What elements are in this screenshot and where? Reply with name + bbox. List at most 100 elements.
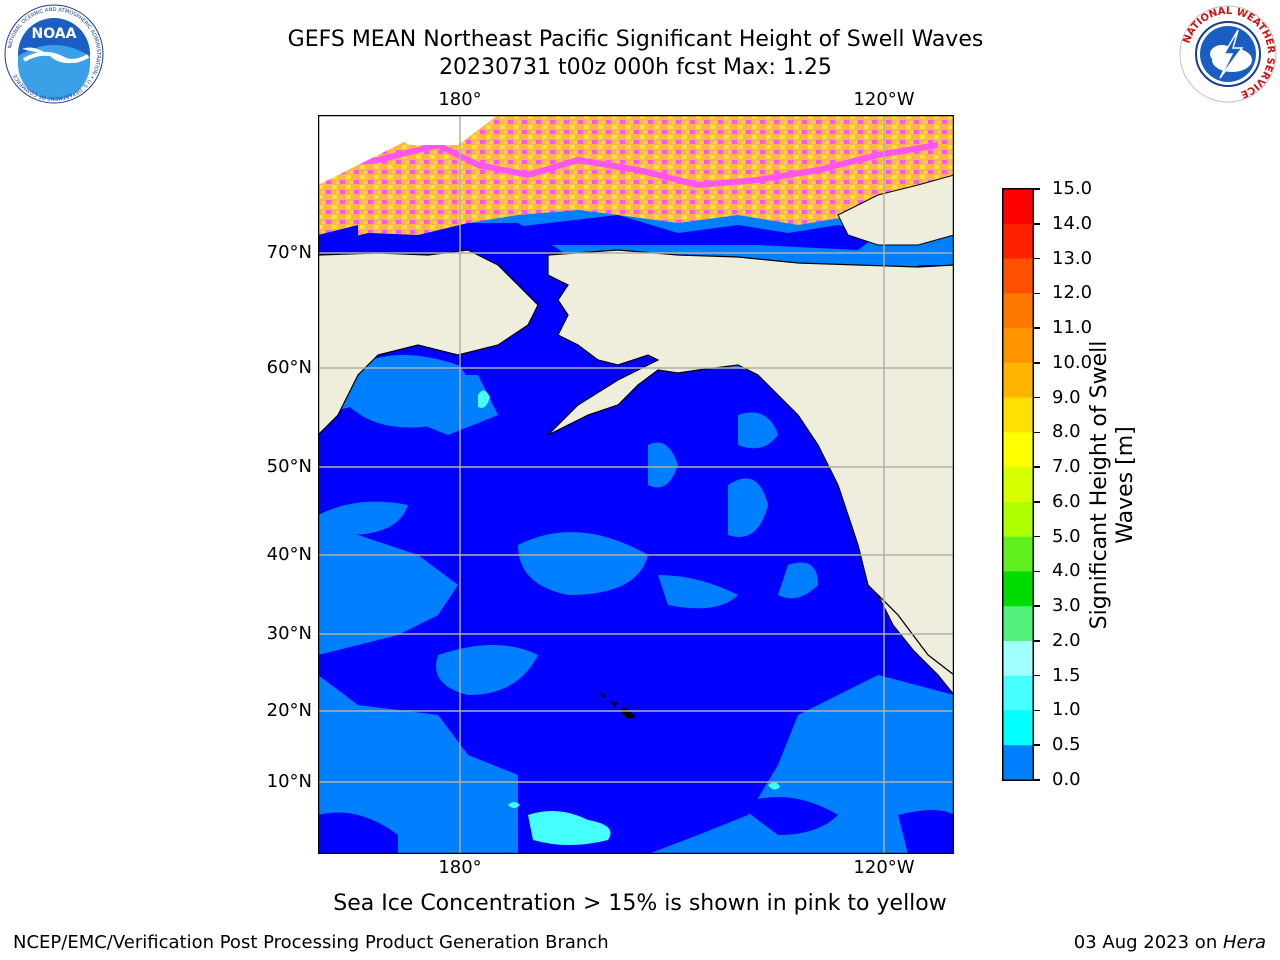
land-north-america: [547, 249, 954, 676]
x-tick-top-180: 180°: [438, 89, 482, 110]
map-title: GEFS MEAN Northeast Pacific Significant …: [287, 27, 984, 52]
colorbar-tick-mark: [1034, 640, 1040, 642]
x-tick-top-120w: 120°W: [853, 89, 915, 110]
ocean-low-patch: [318, 812, 398, 854]
colorbar-tick-mark: [1034, 431, 1040, 434]
nws-logo-icon: NATIONAL WEATHER SERVICE: [1179, 5, 1277, 103]
colorbar-tick-mark: [1034, 466, 1040, 468]
ocean-mid-patch: [778, 562, 818, 599]
y-tick-70n: 70°N: [266, 242, 312, 263]
colorbar-tick-label: 1.0: [1052, 699, 1081, 721]
ocean-mid-patch: [658, 575, 738, 609]
map-subtitle: 20230731 t00z 000h fcst Max: 1.25: [439, 55, 832, 80]
land-arctic-islands: [837, 174, 954, 246]
colorbar-tick-label: 15.0: [1052, 178, 1093, 199]
colorbar-tick-label: 9.0: [1052, 386, 1081, 408]
colorbar-segment: [1003, 501, 1033, 538]
ocean-mid-patch: [518, 532, 648, 595]
colorbar-segment: [1003, 189, 1033, 225]
ocean-mid-patch: [728, 478, 768, 537]
y-tick-20n: 20°N: [266, 700, 312, 721]
noaa-logo-icon: NOAA NATIONAL OCEANIC AND ATMOSPHERIC AD…: [4, 4, 104, 104]
x-tick-bottom-180: 180°: [438, 857, 482, 878]
colorbar-segment: [1003, 362, 1033, 399]
noaa-logo-text: NOAA: [32, 26, 77, 42]
arctic-open-ocean: [318, 225, 358, 250]
colorbar-tick-mark: [1034, 292, 1040, 295]
colorbar-tick-mark: [1034, 779, 1040, 781]
colorbar-tick-label: 5.0: [1052, 525, 1081, 547]
ocean-high-swell: [768, 782, 780, 790]
colorbar-tick-mark: [1034, 396, 1040, 399]
colorbar-tick-mark: [1034, 257, 1040, 260]
colorbar-tick-label: 3.0: [1052, 595, 1081, 617]
ocean-mid-patch: [318, 501, 408, 535]
colorbar-tick-label: 0.5: [1052, 734, 1081, 756]
colorbar-label-line2: Waves [m]: [1113, 426, 1138, 544]
y-tick-10n: 10°N: [266, 771, 312, 792]
colorbar-segment: [1003, 397, 1033, 433]
x-tick-bottom-120w: 120°W: [853, 857, 915, 878]
colorbar-tick-mark: [1034, 605, 1040, 607]
colorbar-tick-label: 8.0: [1052, 421, 1081, 443]
arctic-open-ocean: [488, 215, 878, 250]
colorbar-tick-mark: [1034, 535, 1040, 538]
colorbar-segment: [1003, 467, 1033, 503]
colorbar-segment: [1003, 710, 1033, 746]
colorbar-segment: [1003, 328, 1033, 364]
colorbar-segment: [1003, 571, 1033, 607]
footer-date: 03 Aug 2023 on Hera: [1074, 933, 1266, 953]
colorbar-tick-label: 2.0: [1052, 629, 1081, 651]
ocean-high-swell: [508, 802, 520, 808]
colorbar-tick-mark: [1034, 223, 1040, 225]
colorbar-label: Significant Height of Swell Waves [m]: [1087, 285, 1139, 685]
graticule: [318, 115, 954, 854]
colorbar-segment: [1003, 675, 1033, 711]
map-frame: [318, 115, 954, 854]
colorbar-segment: [1003, 606, 1033, 642]
sea-ice-pink-edge: [318, 141, 939, 189]
colorbar-tick-label: 10.0: [1052, 351, 1093, 373]
colorbar-tick-mark: [1034, 501, 1040, 503]
colorbar-segment: [1003, 536, 1033, 572]
colorbar-tick-mark: [1034, 570, 1040, 573]
ocean-low-patch: [738, 797, 838, 835]
colorbar-tick-label: 12.0: [1052, 282, 1093, 304]
colorbar-frame: [1002, 188, 1034, 781]
colorbar-tick-label: 1.5: [1052, 664, 1081, 686]
colorbar-segment: [1003, 258, 1033, 294]
colorbar-tick-mark: [1034, 674, 1040, 677]
colorbar-tick-mark: [1034, 744, 1040, 746]
ocean-high-swell: [528, 811, 611, 845]
colorbar-tick-mark: [1034, 709, 1040, 712]
open-water-white: [378, 115, 498, 145]
colorbar-tick-label: 7.0: [1052, 456, 1081, 478]
footer-date-text: 03 Aug 2023 on: [1073, 932, 1223, 953]
colorbar-segment: [1003, 640, 1033, 677]
colorbar-tick-label: 6.0: [1052, 490, 1081, 512]
land-hawaii: [600, 693, 636, 719]
colorbar-label-line1: Significant Height of Swell: [1087, 340, 1112, 630]
colorbar-tick-mark: [1034, 362, 1040, 364]
colorbar-tick-label: 13.0: [1052, 247, 1093, 269]
colorbar-tick-label: 14.0: [1052, 212, 1093, 234]
colorbar-tick-label: 0.0: [1052, 769, 1081, 790]
y-tick-50n: 50°N: [266, 456, 312, 477]
footer-organization: NCEP/EMC/Verification Post Processing Pr…: [13, 932, 609, 953]
colorbar-tick-mark: [1034, 327, 1040, 329]
colorbar-segment: [1003, 223, 1033, 260]
sea-ice-caption: Sea Ice Concentration > 15% is shown in …: [333, 891, 947, 916]
ocean-mid-patch: [738, 412, 778, 449]
ocean-mid-patch: [648, 442, 678, 488]
ocean-low-patch: [898, 810, 954, 854]
footer-machine: Hera: [1222, 932, 1266, 953]
colorbar: [1002, 188, 1034, 781]
sea-ice-region: [318, 115, 954, 245]
y-tick-30n: 30°N: [266, 623, 312, 644]
colorbar-segment: [1003, 745, 1033, 781]
colorbar-tick-label: 4.0: [1052, 560, 1081, 582]
colorbar-segment: [1003, 432, 1033, 468]
colorbar-segment: [1003, 293, 1033, 329]
y-tick-60n: 60°N: [266, 357, 312, 378]
ocean-mid-patch: [348, 355, 470, 428]
